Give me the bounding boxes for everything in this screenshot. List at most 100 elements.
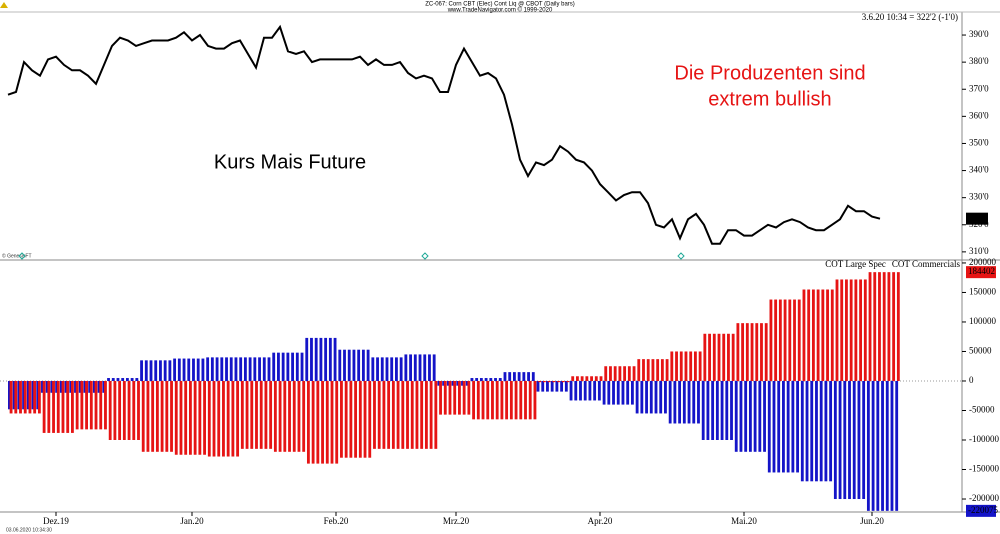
cot-bar xyxy=(423,354,427,381)
cot-bar xyxy=(207,380,211,457)
cot-bar xyxy=(637,359,641,381)
cot-bar xyxy=(377,380,381,449)
cot-bar xyxy=(712,333,716,381)
cot-bar xyxy=(566,380,570,383)
cot-bar xyxy=(325,380,329,464)
cot-bar xyxy=(508,372,512,381)
cot-bar xyxy=(849,279,853,381)
cot-bar xyxy=(88,380,92,393)
cot-bar xyxy=(50,380,54,393)
cot-bar xyxy=(26,380,30,410)
cot-bar xyxy=(755,323,759,381)
legend-entry: COT Large Spec xyxy=(825,259,886,269)
cot-bar xyxy=(264,380,268,449)
cot-bar xyxy=(17,380,21,410)
cot-bar xyxy=(160,380,164,452)
cot-bar xyxy=(810,380,814,482)
cot-bar xyxy=(236,380,240,457)
cot-bar xyxy=(47,380,51,433)
cot-bar xyxy=(736,323,740,381)
cot-bar xyxy=(310,337,313,381)
cot-bar xyxy=(302,380,306,452)
cot-bar xyxy=(571,376,575,381)
cot-bar xyxy=(734,380,738,452)
cot-bar xyxy=(522,372,526,381)
cot-bar xyxy=(767,380,771,473)
cot-bar xyxy=(149,360,153,381)
cot-bar xyxy=(291,352,295,381)
cot-bar xyxy=(343,349,346,381)
cot-bar xyxy=(848,380,851,500)
cot-bar xyxy=(9,380,13,414)
annotation: Kurs Mais Future xyxy=(214,151,366,173)
cot-bar xyxy=(404,354,408,381)
cot-bar xyxy=(491,380,494,420)
cot-bar xyxy=(132,380,136,440)
cot-bar xyxy=(722,333,726,381)
cot-bar xyxy=(23,380,27,414)
cot-bar xyxy=(420,380,424,449)
cot-bar xyxy=(368,380,372,458)
cot-bar xyxy=(862,380,866,500)
cot-bar xyxy=(255,380,258,449)
cot-bar xyxy=(498,378,502,381)
cot-bar xyxy=(391,380,395,449)
cot-bar xyxy=(739,380,743,452)
y-tick-label: 100000 xyxy=(969,316,997,326)
cot-bar xyxy=(288,380,291,452)
cot-bar xyxy=(61,380,65,433)
event-marker xyxy=(18,252,685,260)
cot-bar xyxy=(137,380,140,440)
cot-bar xyxy=(55,380,59,393)
cot-bar xyxy=(546,380,549,392)
cot-bar xyxy=(533,380,537,420)
cot-bar xyxy=(41,380,44,393)
cot-bar xyxy=(585,376,589,381)
y-tick-label: -200000 xyxy=(969,493,999,503)
cot-bar xyxy=(12,380,16,410)
cot-bar xyxy=(805,380,809,482)
cot-bar xyxy=(174,380,178,455)
cot-bar xyxy=(494,378,497,381)
cot-bar xyxy=(866,380,870,511)
y-tick-label: 350'0 xyxy=(969,138,989,148)
cot-bar xyxy=(863,279,867,381)
cot-bar xyxy=(42,380,46,433)
cot-bar xyxy=(774,299,778,381)
cot-bar xyxy=(217,380,221,457)
cot-bar xyxy=(541,380,545,392)
cot-bar xyxy=(52,380,55,433)
cot-bar xyxy=(720,380,724,440)
cot-bar xyxy=(140,360,143,381)
cot-bar xyxy=(778,299,782,381)
cot-bar xyxy=(711,380,715,440)
cot-bar xyxy=(465,380,469,386)
cot-bar xyxy=(829,380,833,482)
cot-bar xyxy=(857,380,861,500)
cot-bar xyxy=(873,272,877,381)
cot-bar xyxy=(642,359,645,381)
cot-bar xyxy=(748,380,752,452)
annotation: Die Produzenten sind xyxy=(674,62,865,84)
legend-entry: COT Commercials xyxy=(892,259,961,269)
cot-bar xyxy=(826,289,829,381)
cot-bar xyxy=(682,380,686,424)
cot-bar xyxy=(352,349,356,381)
y-tick-label: 360'0 xyxy=(969,110,989,120)
cot-bar xyxy=(527,372,530,381)
cot-bar xyxy=(210,357,214,381)
cot-bar xyxy=(85,380,88,430)
x-tick-label: Jun.20 xyxy=(860,516,884,526)
cot-bar xyxy=(692,380,696,424)
last-value-label: 322'2 xyxy=(968,213,988,223)
cot-bar xyxy=(376,357,379,381)
cot-bar xyxy=(819,380,823,482)
x-tick-label: Feb.20 xyxy=(324,516,349,526)
cot-bar xyxy=(659,380,663,414)
cot-bar xyxy=(437,380,441,386)
cot-bar xyxy=(108,380,112,440)
cot-bar xyxy=(314,337,318,381)
cot-bar xyxy=(895,380,899,511)
cot-bar xyxy=(500,380,504,420)
cot-bar xyxy=(424,380,428,449)
